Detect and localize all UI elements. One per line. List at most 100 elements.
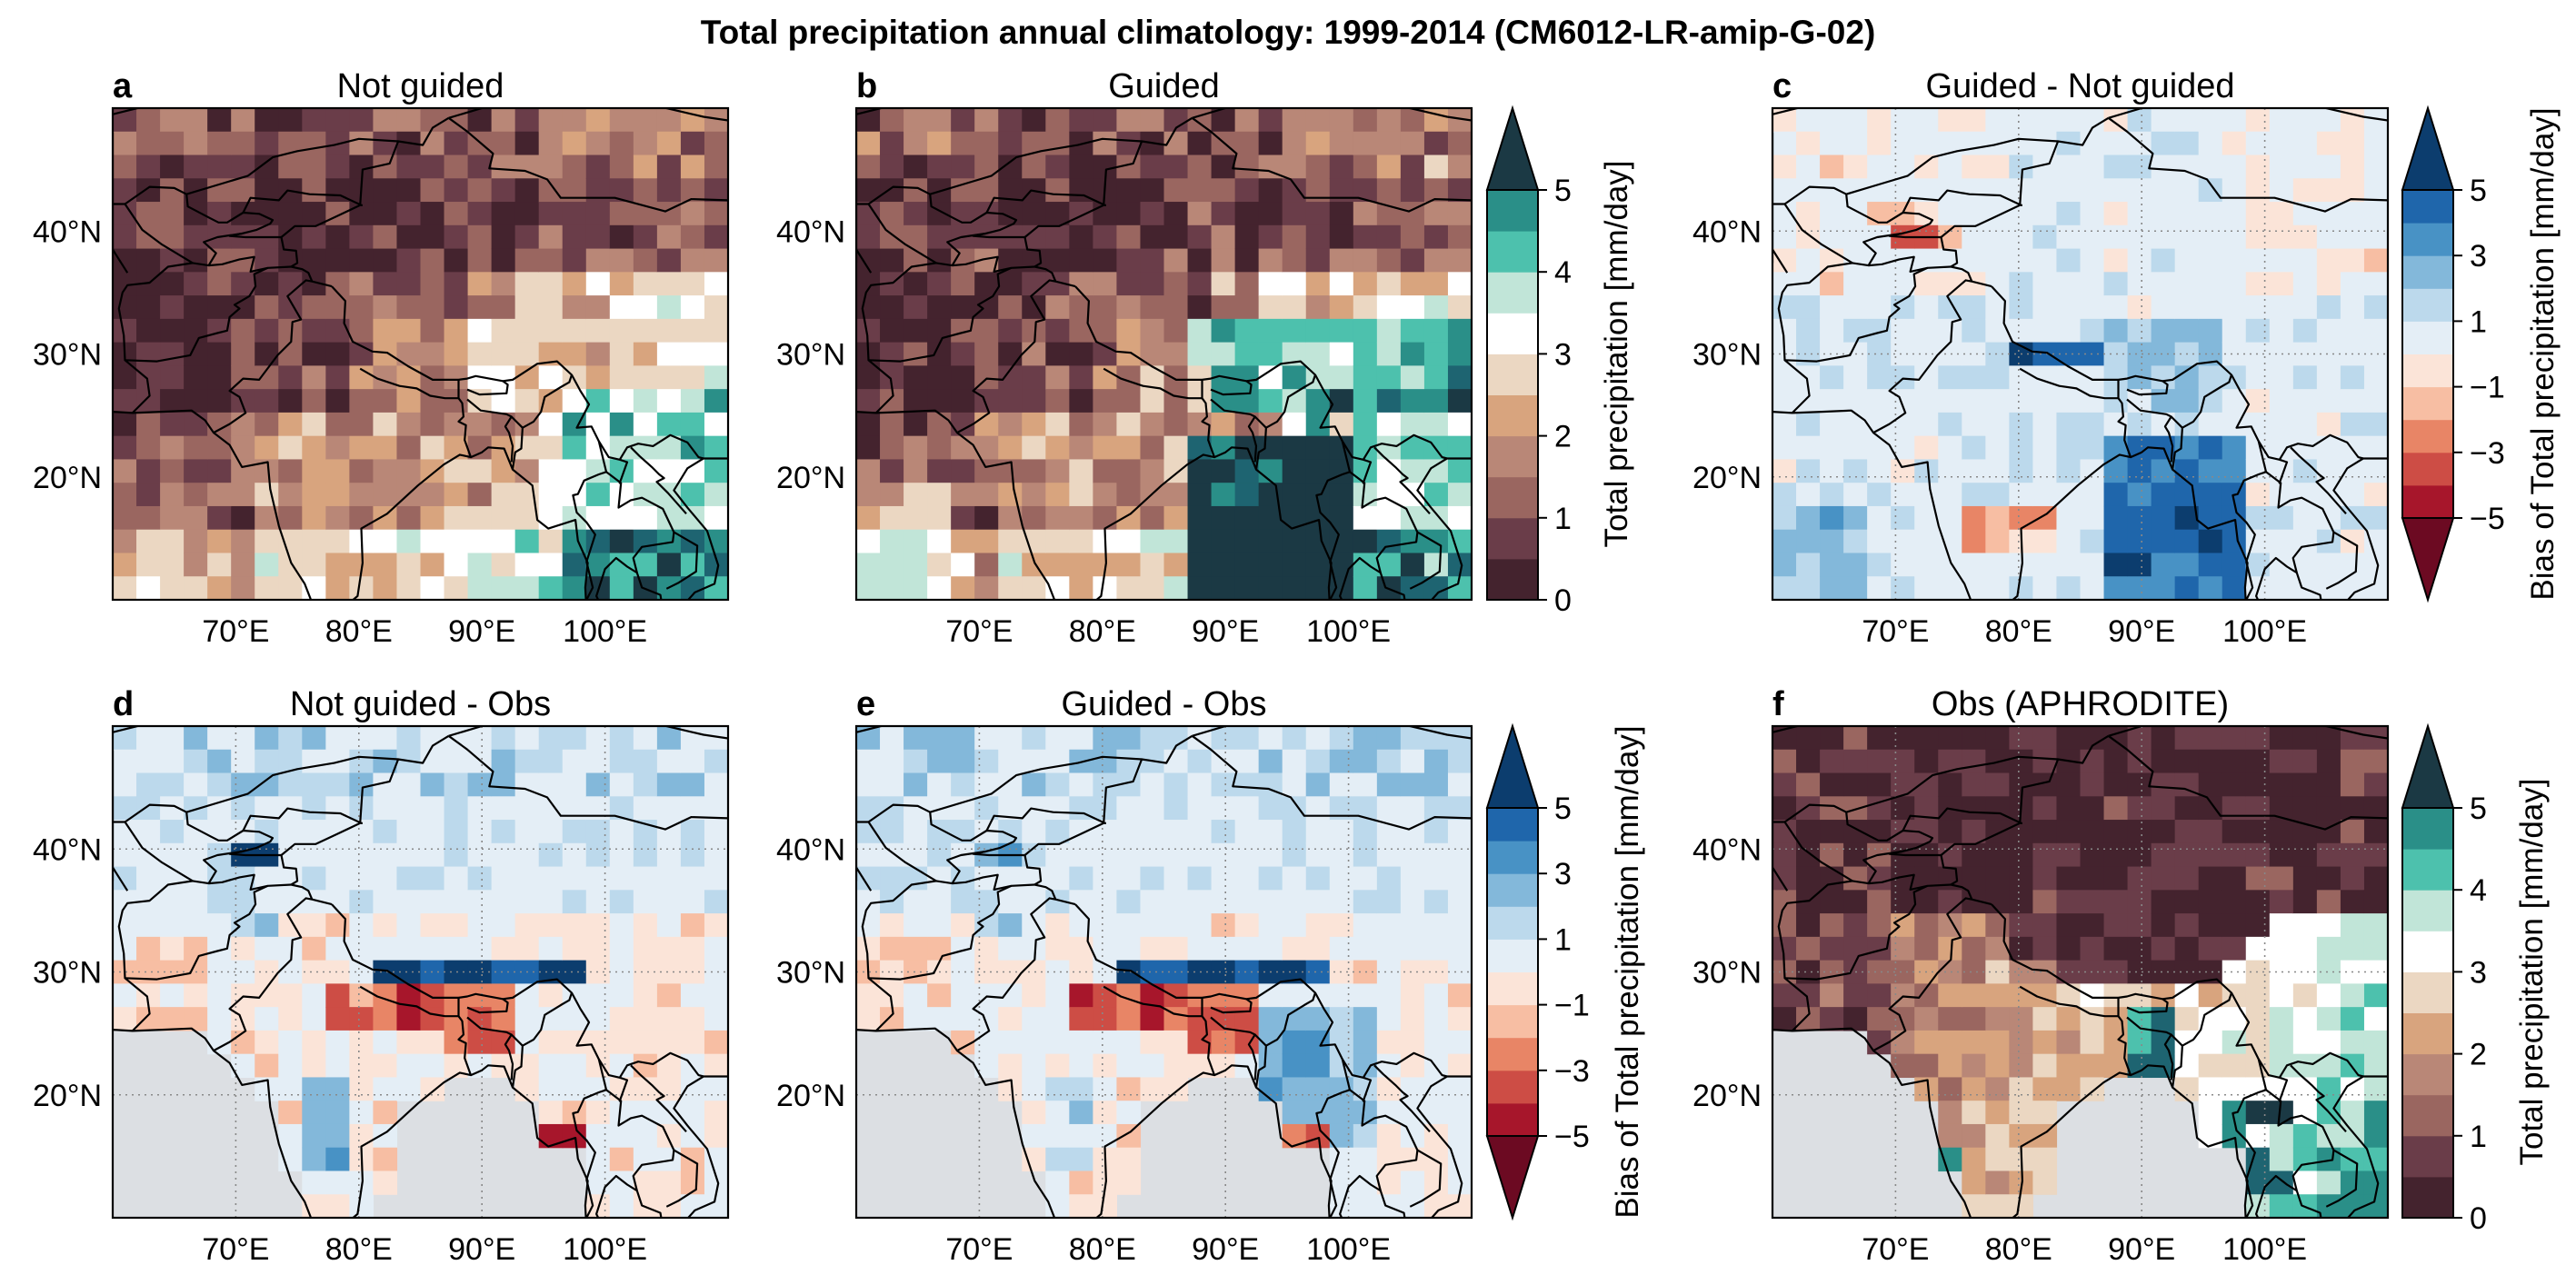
colorbar-swatch xyxy=(2402,321,2453,354)
border-line xyxy=(2290,446,2347,515)
grid-cell xyxy=(1891,108,1915,133)
grid-cell xyxy=(514,913,540,938)
grid-cell xyxy=(1069,553,1093,577)
grid-cell xyxy=(2198,1030,2223,1055)
grid-cell xyxy=(1305,749,1331,774)
grid-cell xyxy=(1045,960,1070,984)
grid-cell xyxy=(2174,1053,2200,1079)
grid-cell xyxy=(2316,318,2341,344)
grid-cell xyxy=(1843,108,1868,133)
grid-cell xyxy=(420,178,445,203)
grid-cell xyxy=(538,1123,564,1149)
grid-cell xyxy=(585,342,611,366)
grid-cell xyxy=(1022,435,1046,461)
grid-cell xyxy=(1962,1170,1986,1195)
colorbar-swatch xyxy=(2402,288,2453,322)
grid-cell xyxy=(1045,866,1070,891)
grid-cell xyxy=(1447,412,1472,437)
grid-cell xyxy=(1329,389,1354,413)
grid-cell xyxy=(538,576,564,600)
grid-cell xyxy=(927,295,952,320)
grid-cell xyxy=(1329,772,1354,797)
grid-cell xyxy=(2340,1147,2365,1172)
grid-cell xyxy=(1258,342,1283,366)
grid-cell xyxy=(1400,749,1425,774)
border-line xyxy=(242,189,363,214)
grid-cell xyxy=(1867,435,1892,461)
grid-cell xyxy=(2316,749,2341,774)
grid-cell xyxy=(1423,435,1449,461)
border-line xyxy=(861,255,1035,414)
grid-cell xyxy=(1258,1053,1283,1079)
grid-cell xyxy=(1447,1007,1472,1031)
grid-cell xyxy=(514,389,540,413)
grid-cell xyxy=(1891,1030,1915,1055)
grid-cell xyxy=(2032,1123,2058,1149)
grid-cell xyxy=(373,529,398,554)
grid-cell xyxy=(1843,365,1868,390)
colorbar-swatch xyxy=(1487,939,1538,972)
grid-cell xyxy=(904,412,928,437)
grid-cell xyxy=(1796,913,1821,938)
grid-cell xyxy=(1163,983,1189,1008)
grid-cell xyxy=(1234,726,1260,751)
grid-cell xyxy=(1305,272,1331,296)
grid-cell xyxy=(704,435,728,461)
grid-cell xyxy=(160,576,185,600)
grid-cell xyxy=(1985,224,2010,250)
grid-cell xyxy=(2316,842,2341,868)
panel-b: 70°E 80°E 90°E 100°E20°N30°N40°Nb Guided xyxy=(776,67,1473,649)
grid-cell xyxy=(1234,224,1260,250)
grid-cell xyxy=(325,483,350,507)
grid-cell xyxy=(656,1053,682,1079)
grid-cell xyxy=(927,726,952,751)
grid-cell xyxy=(2174,749,2200,774)
border-line xyxy=(2325,1149,2359,1208)
country-borders xyxy=(856,726,1472,1218)
grid-cell xyxy=(656,505,682,531)
border-line xyxy=(2126,398,2174,463)
grid-cell xyxy=(1116,576,1142,600)
grid-cell xyxy=(184,890,208,914)
grid-cell xyxy=(998,483,1023,507)
grid-cell xyxy=(1796,224,1821,250)
grid-cell xyxy=(514,342,540,366)
grid-cell xyxy=(1045,820,1070,844)
grid-cell xyxy=(1796,576,1821,600)
grid-cell xyxy=(538,248,564,273)
grid-cell xyxy=(633,866,658,891)
grid-cell xyxy=(467,178,493,203)
grid-cell xyxy=(184,318,208,344)
border-line xyxy=(605,471,675,573)
grid-cell xyxy=(491,272,516,296)
border-line xyxy=(2265,471,2335,573)
grid-cell xyxy=(302,412,326,437)
grid-cell xyxy=(2056,412,2082,437)
grid-cell xyxy=(585,890,611,914)
grid-cell xyxy=(302,483,326,507)
grid-cell xyxy=(1820,435,1844,461)
grid-cell xyxy=(1116,913,1142,938)
grid-cell xyxy=(2103,1007,2129,1031)
grid-cell xyxy=(113,483,137,507)
grid-cell xyxy=(1985,1053,2010,1079)
grid-cell xyxy=(1045,553,1070,577)
grid-cell xyxy=(2363,295,2388,320)
grid-cell xyxy=(680,248,705,273)
grid-cell xyxy=(1069,1053,1093,1079)
grid-cell xyxy=(136,131,161,156)
grid-cell xyxy=(2080,318,2105,344)
grid-cell xyxy=(420,154,445,179)
grid-cell xyxy=(1045,295,1070,320)
grid-cell xyxy=(1772,983,1797,1008)
grid-cell xyxy=(2316,1170,2341,1195)
grid-cell xyxy=(1234,272,1260,296)
grid-cell xyxy=(2363,983,2388,1008)
grid-cell xyxy=(1353,576,1378,600)
grid-cell xyxy=(2292,726,2318,751)
grid-cell xyxy=(420,772,445,797)
border-line xyxy=(2170,1033,2183,1088)
grid-cell xyxy=(2056,435,2082,461)
grid-cell xyxy=(2174,576,2200,600)
